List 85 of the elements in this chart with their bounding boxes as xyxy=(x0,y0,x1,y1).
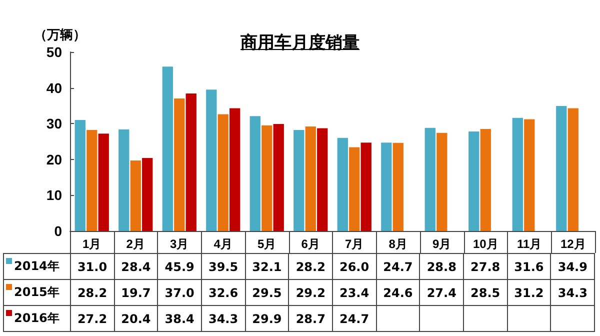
bar xyxy=(294,130,304,231)
bar xyxy=(230,108,240,231)
bar xyxy=(381,142,392,231)
x-tick-label: 3月 xyxy=(170,237,189,251)
bar xyxy=(186,94,196,231)
bar xyxy=(86,130,98,231)
data-label: 38.4 xyxy=(158,306,202,332)
bar xyxy=(568,108,578,231)
y-tick-label: 30 xyxy=(46,116,62,132)
data-label: 31.6 xyxy=(507,254,551,280)
data-label: 24.7 xyxy=(376,254,420,280)
y-tick-label: 50 xyxy=(46,44,62,60)
x-tick-label: 6月 xyxy=(301,237,320,251)
x-tick-label: 4月 xyxy=(214,237,232,251)
bar xyxy=(480,128,491,231)
bar xyxy=(424,128,436,231)
data-label: 28.4 xyxy=(114,254,158,280)
data-label: 39.5 xyxy=(201,254,246,280)
bar xyxy=(118,129,130,231)
bar xyxy=(174,98,185,231)
y-axis-title: （万辆） xyxy=(34,27,86,44)
bar xyxy=(98,134,109,231)
data-label: 34.3 xyxy=(201,306,246,332)
bar xyxy=(436,132,448,231)
data-label: 27.8 xyxy=(463,254,508,280)
data-label: 29.9 xyxy=(245,306,289,332)
data-label: 20.4 xyxy=(114,306,158,332)
bar xyxy=(524,119,535,231)
x-tick-label: 1月 xyxy=(82,237,102,251)
data-label: 45.9 xyxy=(158,254,202,280)
bar xyxy=(262,125,272,231)
data-label: 29.2 xyxy=(288,280,332,306)
data-label: 34.9 xyxy=(550,254,594,280)
data-label: 28.5 xyxy=(463,280,508,306)
x-tick-label: 11月 xyxy=(517,237,542,251)
data-label: 19.7 xyxy=(114,280,158,306)
data-label: 28.7 xyxy=(288,306,332,332)
bar xyxy=(349,147,360,231)
bar xyxy=(74,120,86,231)
data-label: 24.6 xyxy=(376,280,420,306)
x-tick-label: 2月 xyxy=(126,237,145,251)
data-label: 28.2 xyxy=(288,254,332,280)
data-label: 32.1 xyxy=(245,254,289,280)
bar xyxy=(360,142,372,231)
bar xyxy=(512,118,523,231)
legend-label: 2015年 xyxy=(4,280,70,306)
data-label: 27.4 xyxy=(420,280,464,306)
bar xyxy=(218,114,228,231)
bar xyxy=(162,66,173,231)
data-label: 31.0 xyxy=(70,254,114,280)
x-tick-label: 12月 xyxy=(560,237,586,251)
data-label: 27.2 xyxy=(70,306,114,332)
bar xyxy=(206,90,217,231)
data-label: 23.4 xyxy=(332,280,376,306)
bar xyxy=(392,142,404,231)
chart-title: 商用车月度销量 xyxy=(240,33,360,53)
x-tick-label: 7月 xyxy=(345,237,364,251)
bar xyxy=(317,128,328,231)
data-label: 26.0 xyxy=(332,254,376,280)
legend-label: 2014年 xyxy=(4,254,70,280)
y-tick-label: 10 xyxy=(46,187,62,204)
y-tick-label: 40 xyxy=(46,80,62,96)
bar xyxy=(468,131,480,231)
bar xyxy=(305,126,316,231)
x-tick-label: 10月 xyxy=(472,237,498,251)
y-tick-label: 0 xyxy=(54,223,62,239)
data-label: 28.2 xyxy=(70,280,114,306)
x-tick-label: 9月 xyxy=(432,237,452,251)
data-label: 37.0 xyxy=(158,280,202,306)
y-tick-label: 20 xyxy=(46,151,62,168)
data-label: 31.2 xyxy=(507,280,551,306)
data-label: 34.3 xyxy=(550,280,594,306)
bar xyxy=(142,158,153,231)
data-label: 28.8 xyxy=(420,254,464,280)
bar xyxy=(556,106,567,231)
bar xyxy=(130,160,141,231)
legend-label: 2016年 xyxy=(4,306,70,332)
data-label: 32.6 xyxy=(201,280,246,306)
x-tick-label: 8月 xyxy=(388,237,408,251)
data-label: 24.7 xyxy=(332,306,376,332)
x-tick-label: 5月 xyxy=(258,237,276,251)
bar xyxy=(250,116,260,231)
data-label: 29.5 xyxy=(245,280,289,306)
bar xyxy=(337,138,348,231)
bar xyxy=(273,124,284,231)
